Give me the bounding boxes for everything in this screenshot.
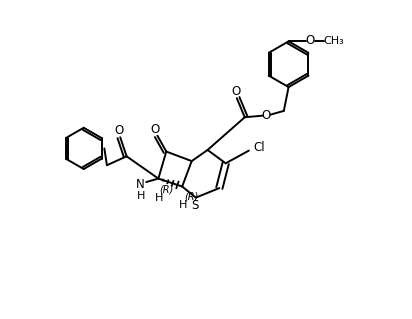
Text: H: H [136,191,145,201]
Text: O: O [114,124,123,137]
Text: S: S [192,199,199,212]
Text: O: O [262,109,271,122]
Text: CH₃: CH₃ [323,36,344,46]
Text: (R): (R) [159,184,173,194]
Text: H: H [179,200,187,210]
Text: O: O [306,34,315,47]
Text: Cl: Cl [253,141,265,154]
Text: O: O [151,122,160,136]
Text: (R): (R) [184,191,198,201]
Text: N: N [136,178,145,191]
Text: H: H [154,193,163,203]
Text: O: O [231,85,240,98]
